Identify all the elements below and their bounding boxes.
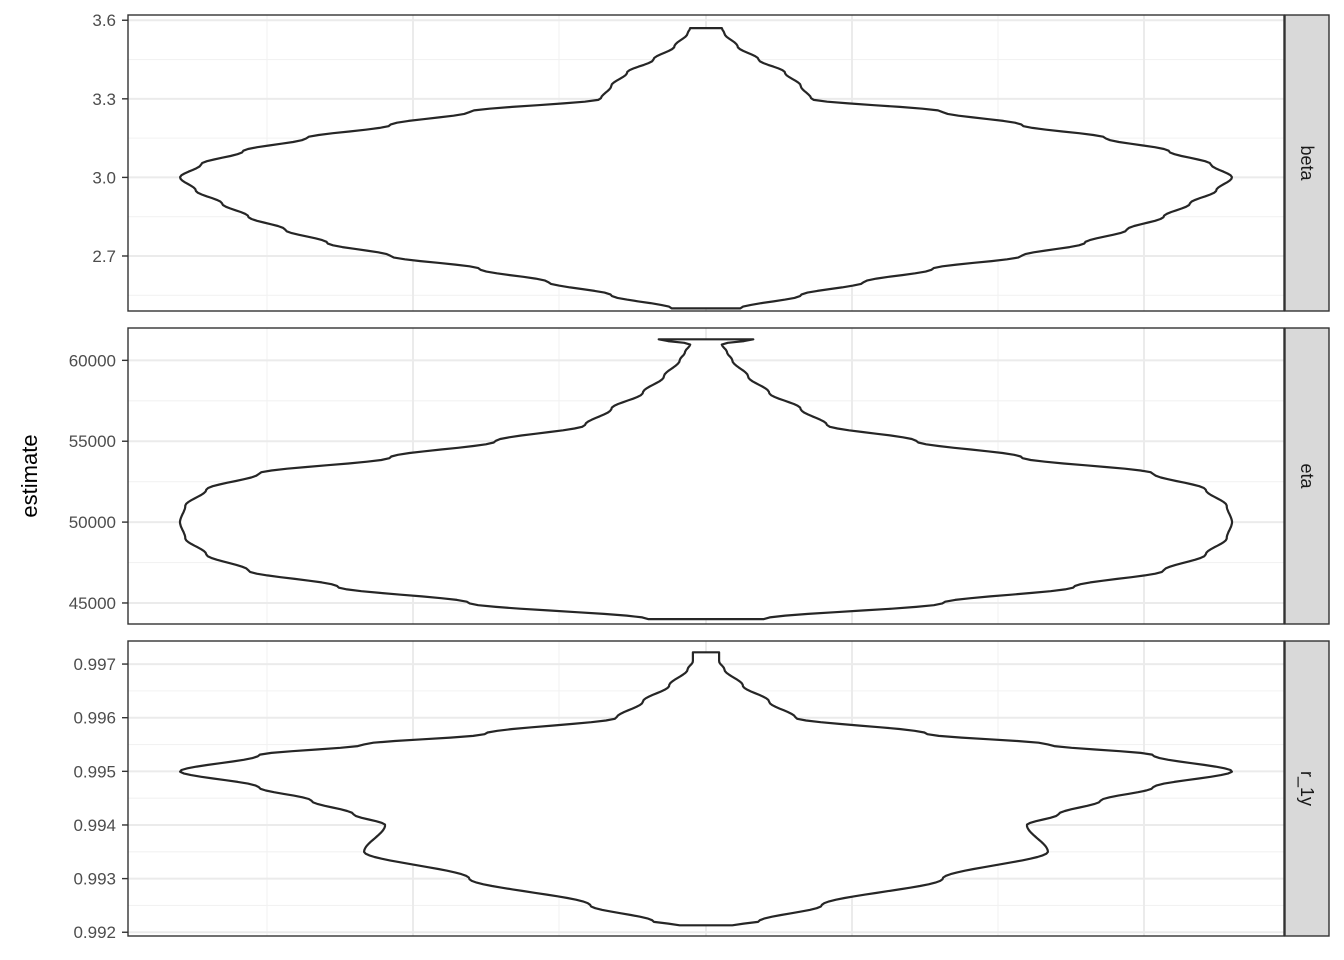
y-tick-label: 3.0 — [92, 168, 116, 187]
y-axis-title: estimate — [17, 434, 42, 517]
facet-strip-label: beta — [1297, 145, 1317, 181]
y-tick-label: 0.995 — [73, 762, 116, 781]
y-tick-label: 0.992 — [73, 923, 116, 942]
y-tick-label: 0.996 — [73, 709, 116, 728]
y-tick-label: 3.3 — [92, 90, 116, 109]
panel-beta: 2.7 3.0 3.3 3.6 beta — [92, 11, 1329, 311]
y-tick-label: 0.993 — [73, 870, 116, 889]
facet-strip-label: r_1y — [1296, 771, 1317, 806]
y-tick-label: 50000 — [69, 513, 116, 532]
y-tick-label: 60000 — [69, 351, 116, 370]
y-tick-label: 0.997 — [73, 655, 116, 674]
y-tick-label: 0.994 — [73, 816, 116, 835]
y-tick-label: 55000 — [69, 432, 116, 451]
y-tick-label: 3.6 — [92, 11, 116, 30]
y-tick-label: 2.7 — [92, 247, 116, 266]
facet-strip-label: eta — [1297, 463, 1317, 489]
panel-eta: 45000 50000 55000 60000 eta — [69, 328, 1329, 624]
panel-r_1y: 0.992 0.993 0.994 0.995 0.996 0.997 r_1y — [73, 641, 1329, 942]
y-tick-label: 45000 — [69, 594, 116, 613]
